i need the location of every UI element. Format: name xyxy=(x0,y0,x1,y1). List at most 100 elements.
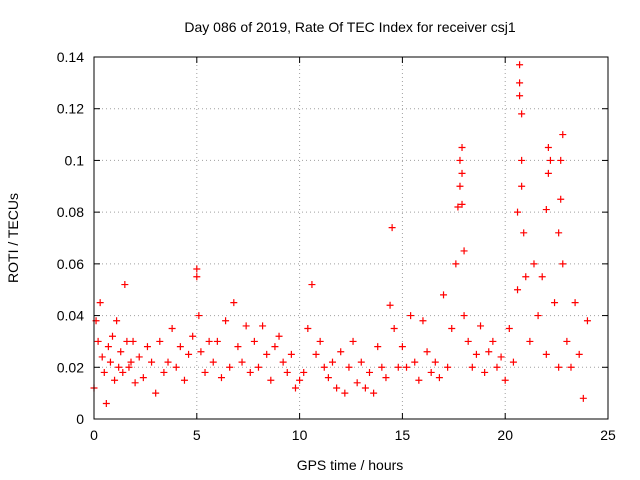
data-point xyxy=(493,363,501,371)
data-point xyxy=(403,363,411,371)
data-point xyxy=(230,299,238,307)
data-point xyxy=(394,363,402,371)
data-point xyxy=(435,374,443,382)
data-point xyxy=(328,358,336,366)
data-point xyxy=(378,363,386,371)
data-point xyxy=(180,376,188,384)
data-point xyxy=(185,350,193,358)
data-point xyxy=(238,358,246,366)
data-point xyxy=(366,368,374,376)
data-point xyxy=(222,317,230,325)
data-point xyxy=(534,312,542,320)
data-point xyxy=(113,317,121,325)
data-point xyxy=(583,317,591,325)
axis-ticks xyxy=(93,56,609,420)
data-point xyxy=(117,348,125,356)
x-axis-label: GPS time / hours xyxy=(297,457,404,473)
data-point xyxy=(102,399,110,407)
data-point xyxy=(542,350,550,358)
data-point xyxy=(193,273,201,281)
data-point xyxy=(444,363,452,371)
y-tick-label: 0.12 xyxy=(57,101,84,117)
data-point xyxy=(557,156,565,164)
y-tick-label: 0.1 xyxy=(65,152,85,168)
data-point xyxy=(271,343,279,351)
data-point xyxy=(308,281,316,289)
data-point xyxy=(197,348,205,356)
data-point xyxy=(304,325,312,332)
data-point xyxy=(100,368,108,376)
data-point xyxy=(460,312,468,320)
x-tick-labels: 0 5 10 15 20 25 xyxy=(90,427,616,443)
data-point xyxy=(148,358,156,366)
data-point xyxy=(125,363,133,371)
data-point xyxy=(337,348,345,356)
data-point xyxy=(557,195,565,203)
data-point xyxy=(516,61,524,69)
data-point xyxy=(283,368,291,376)
data-point xyxy=(522,273,530,281)
data-point xyxy=(456,156,464,164)
data-point xyxy=(454,203,462,211)
data-point xyxy=(104,343,112,351)
data-point xyxy=(542,206,550,214)
data-point xyxy=(546,156,554,164)
y-tick-label: 0.08 xyxy=(57,204,84,220)
y-tick-labels: 0 0.02 0.04 0.06 0.08 0.1 0.12 0.14 xyxy=(57,49,84,427)
data-point xyxy=(407,312,415,320)
data-point xyxy=(345,363,353,371)
data-point xyxy=(538,273,546,281)
data-point xyxy=(514,286,522,294)
data-point xyxy=(109,332,117,340)
data-point xyxy=(111,376,119,384)
data-points xyxy=(90,61,591,407)
x-tick-label: 10 xyxy=(292,427,308,443)
data-point xyxy=(267,376,275,384)
data-point xyxy=(296,376,304,384)
data-point xyxy=(119,368,127,376)
data-point xyxy=(156,337,164,345)
data-point xyxy=(516,92,524,100)
y-tick-label: 0 xyxy=(76,411,84,427)
data-point xyxy=(575,350,583,358)
data-point xyxy=(176,343,184,351)
data-point xyxy=(193,265,201,273)
data-point xyxy=(189,332,197,340)
data-point xyxy=(516,79,524,87)
data-point xyxy=(291,384,299,392)
data-point xyxy=(489,337,497,345)
data-point xyxy=(131,379,139,387)
x-tick-label: 20 xyxy=(497,427,513,443)
data-point xyxy=(485,348,493,356)
data-point xyxy=(287,350,295,358)
data-point xyxy=(458,169,466,177)
data-point xyxy=(456,182,464,190)
data-point xyxy=(559,131,567,139)
data-point xyxy=(440,291,448,299)
data-point xyxy=(555,229,563,237)
data-point xyxy=(544,144,552,151)
data-point xyxy=(121,281,129,289)
data-point xyxy=(530,260,538,268)
data-point xyxy=(567,363,575,371)
data-point xyxy=(94,337,102,345)
data-point xyxy=(551,299,559,307)
y-tick-label: 0.06 xyxy=(57,256,84,272)
data-point xyxy=(250,337,258,345)
data-point xyxy=(509,358,517,366)
data-point xyxy=(431,358,439,366)
data-point xyxy=(143,343,151,351)
data-point xyxy=(279,358,287,366)
data-point xyxy=(361,384,369,392)
data-point xyxy=(398,343,406,351)
data-point xyxy=(349,337,357,345)
data-point xyxy=(312,350,320,358)
data-point xyxy=(106,358,114,366)
data-point xyxy=(135,353,143,361)
y-tick-label: 0.04 xyxy=(57,308,84,324)
data-point xyxy=(152,389,160,397)
y-tick-label: 0.14 xyxy=(57,49,84,65)
x-tick-label: 25 xyxy=(600,427,616,443)
